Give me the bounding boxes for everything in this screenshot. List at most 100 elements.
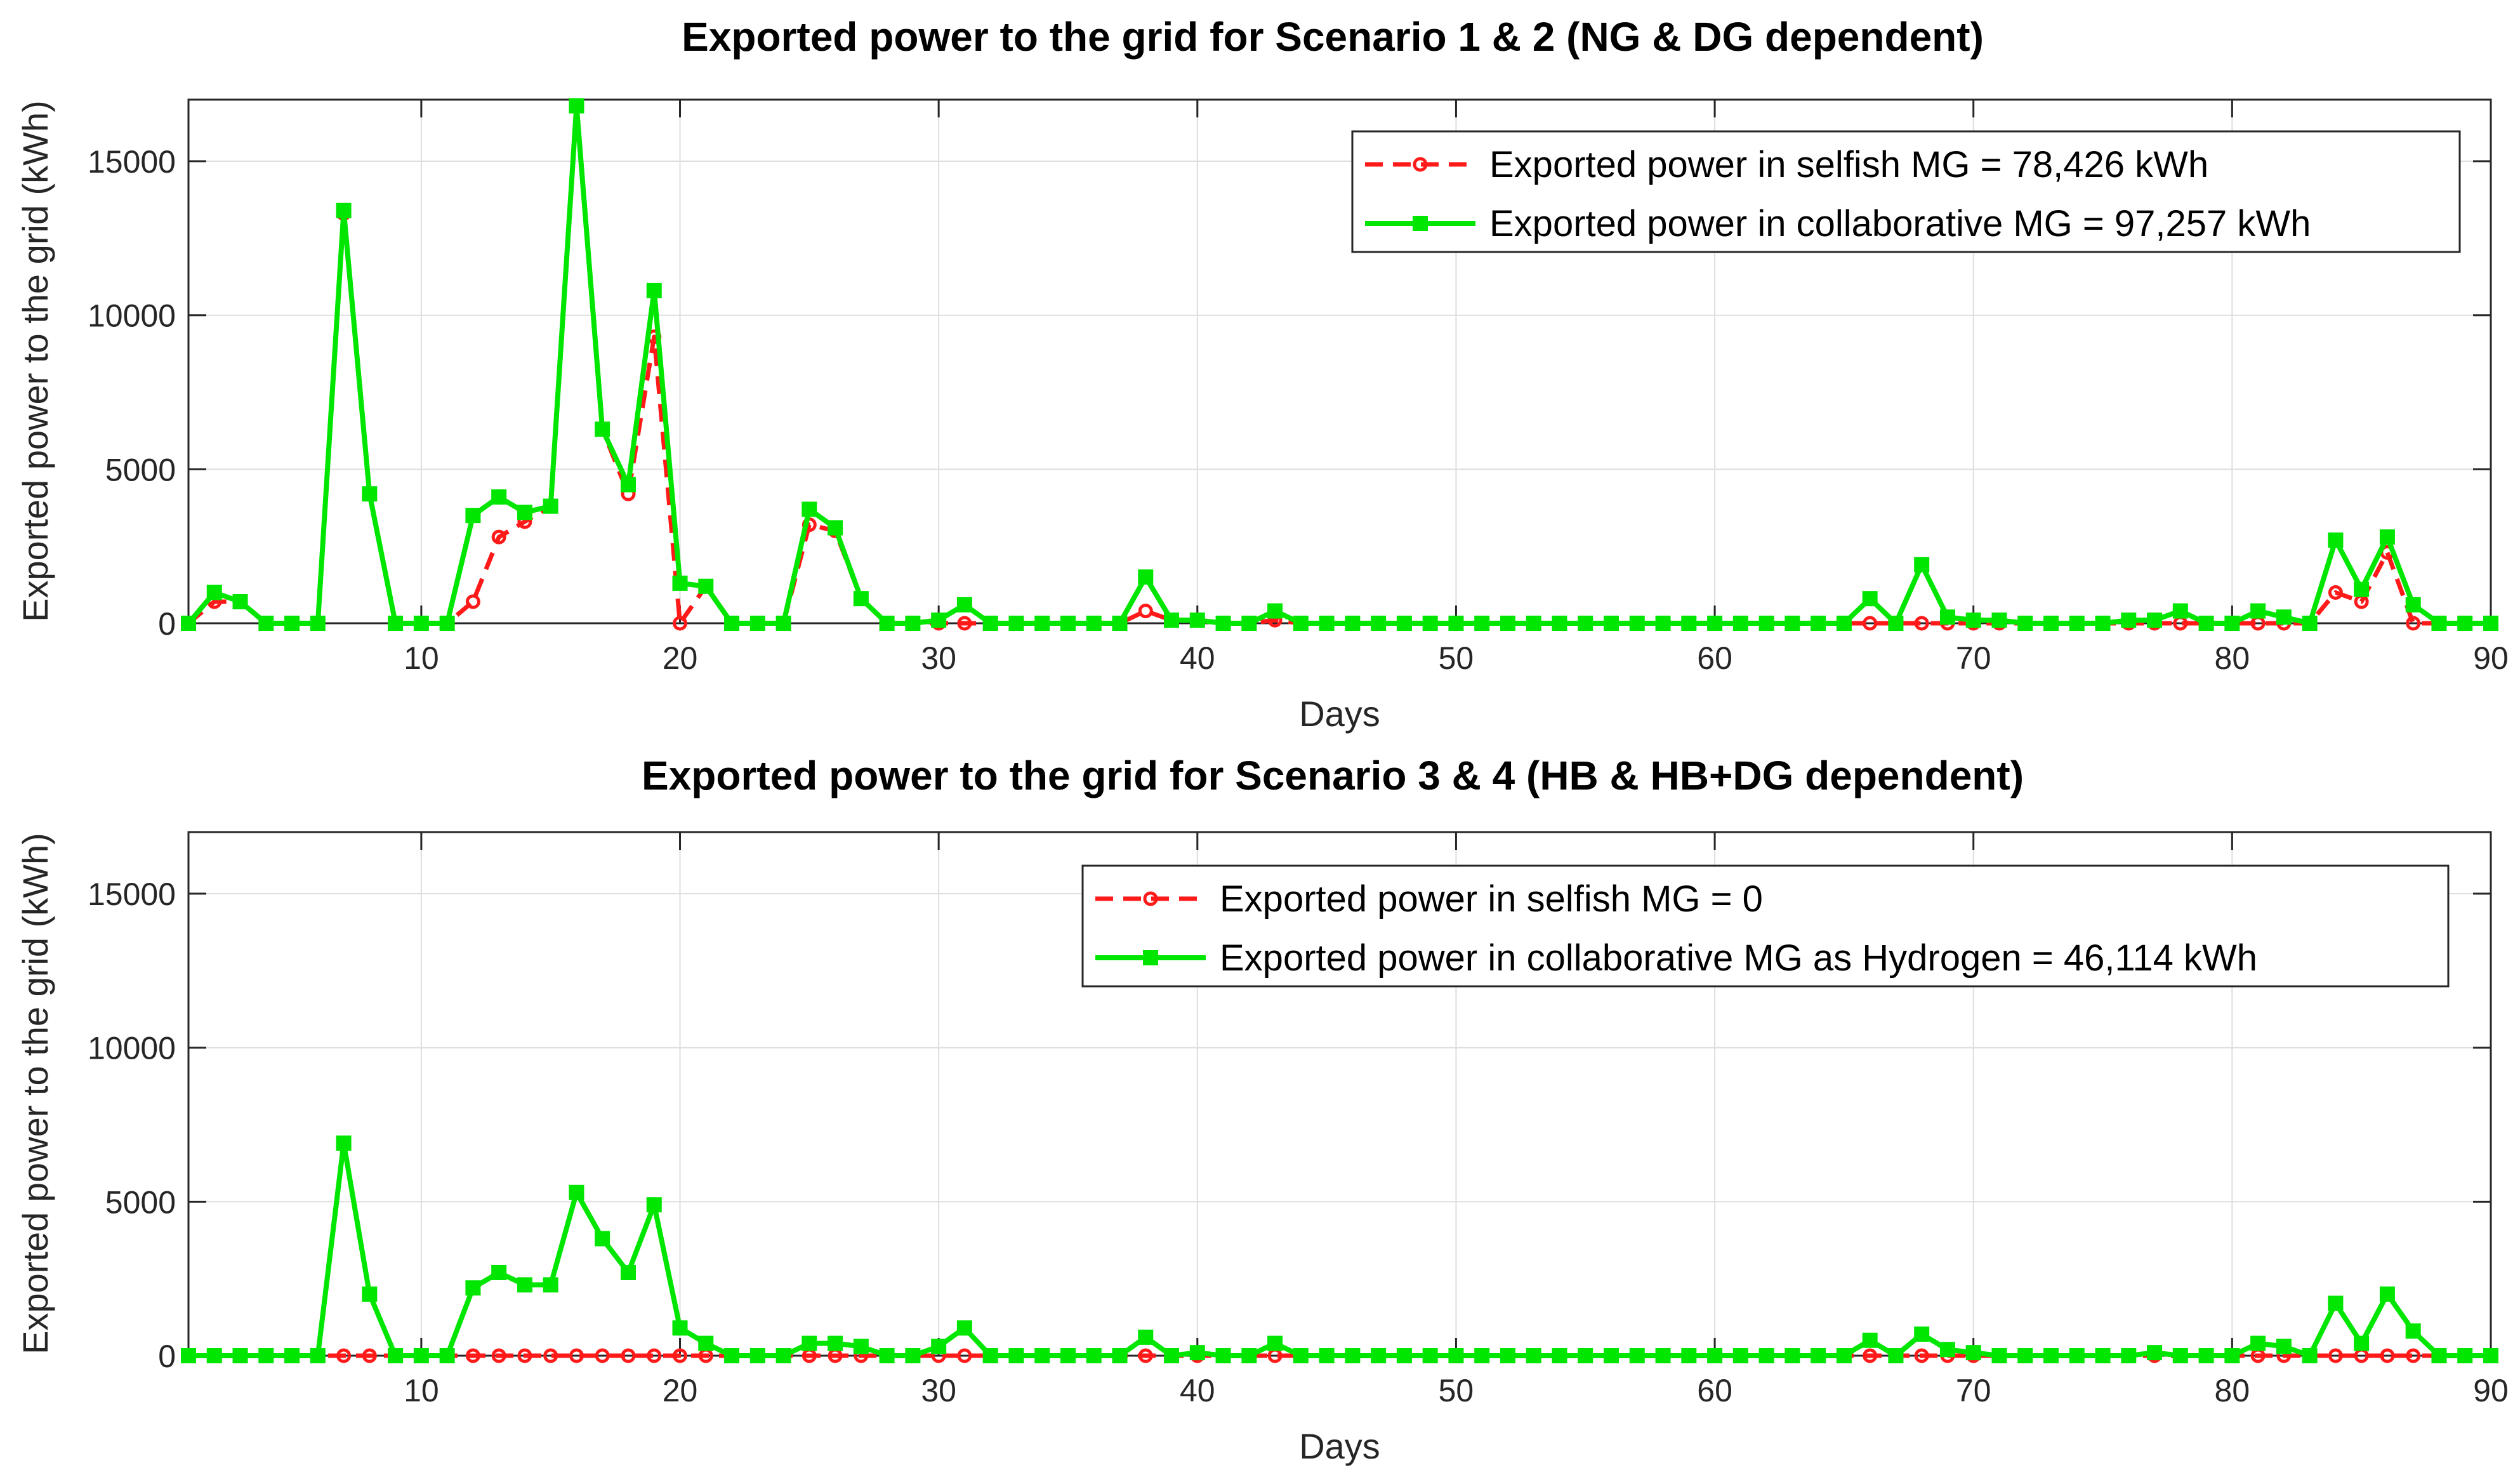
chart-bottom-series-1-point [879, 1348, 895, 1363]
chart-bottom-series-1-point [2328, 1295, 2344, 1311]
chart-top-series-1-point [1345, 616, 1361, 631]
chart-top-series-1-point [1164, 612, 1180, 628]
chart-top-ticks: 10 20 30 40 50 60 70 80 90 0 5000 10000 15000 [88, 100, 2509, 676]
chart-top-series-1-point [1371, 616, 1387, 631]
chart-top-series-0-point [465, 594, 480, 609]
chart-top-series-1-point [1448, 616, 1464, 631]
chart-top-series-1-point [931, 612, 947, 628]
chart-top-series-1-point [672, 575, 688, 591]
chart-top-series-1-point [2069, 616, 2085, 631]
chart-bottom-series-1-point [413, 1348, 429, 1363]
chart-top-legend-entry-collaborative: Exported power in collaborative MG = 97,… [1365, 203, 2311, 244]
chart-bottom-series-1-point [1241, 1348, 1257, 1363]
chart-top-series-1-point [646, 282, 662, 298]
chart-top-x-tick-label: 10 [404, 640, 439, 676]
chart-bottom-series-1-point [1578, 1348, 1593, 1363]
chart-top-series-1-point [206, 585, 222, 600]
chart-bottom-series-1-point [775, 1348, 791, 1363]
chart-bottom-series-1-point [1060, 1348, 1076, 1363]
chart-bottom-legend-entry-selfish: Exported power in selfish MG = 0 [1095, 878, 1763, 920]
chart-top-series-1-point [232, 594, 248, 610]
chart-top-series-1-point [1112, 616, 1128, 631]
chart-bottom-series-1-point [2172, 1348, 2188, 1363]
chart-top-series-1-point [1267, 603, 1283, 619]
chart-bottom-x-tick-label: 20 [663, 1373, 698, 1408]
chart-bottom-series-1-point [1448, 1348, 1464, 1363]
chart-top-series-1-point [879, 616, 895, 631]
chart-top-series-1-point [1991, 612, 2007, 628]
chart-bottom-series-1-point [905, 1348, 921, 1363]
chart-top-series-1-point [336, 202, 352, 218]
chart-bottom-series-1-point [1474, 1348, 1490, 1363]
chart-bottom-series-1-point [1267, 1335, 1283, 1351]
chart-bottom-series-0-point [673, 1348, 688, 1363]
chart-bottom-series-1-point [931, 1339, 947, 1354]
chart-top-series-1-point [388, 616, 404, 631]
chart-bottom-series-1-point [2405, 1323, 2421, 1339]
chart-top-series-1-point [517, 505, 532, 520]
chart-bottom-series-0-point [621, 1348, 636, 1363]
chart-bottom-series-1-point [749, 1348, 765, 1363]
chart-top-series-1-point [2095, 616, 2111, 631]
chart-bottom-series-1-point [1422, 1348, 1438, 1363]
chart-bottom-x-tick-label: 50 [1439, 1373, 1474, 1408]
chart-top-series-0-point [1138, 604, 1153, 619]
chart-top-series-1-point [1396, 616, 1412, 631]
chart-top-series-1-point [1784, 616, 1800, 631]
chart-top-series-1-point [181, 616, 196, 631]
chart-top-legend-box [1351, 130, 2461, 253]
chart-bottom-series-1-point [1888, 1348, 1904, 1363]
chart-top-series-1-point [310, 616, 326, 631]
chart-bottom-series-1-point [439, 1348, 455, 1363]
chart-bottom-series-1-point [2095, 1348, 2111, 1363]
chart-bottom-series-1-point [1345, 1348, 1361, 1363]
chart-top-series-1-point [2405, 597, 2421, 612]
chart-bottom-y-tick-label: 0 [158, 1339, 176, 1374]
chart-top-series-1-point [620, 477, 636, 493]
chart-bottom-series-1-point [2457, 1348, 2473, 1363]
chart-bottom-series-0-point [647, 1348, 662, 1363]
chart-top-legend-entry-selfish: Exported power in selfish MG = 78,426 kW… [1365, 144, 2208, 185]
chart-top-series-1-point [362, 486, 378, 502]
chart-top-series-1-point [724, 616, 740, 631]
chart-bottom-series-0-point [957, 1348, 972, 1363]
chart-bottom-x-tick-label: 60 [1697, 1373, 1732, 1408]
chart-bottom-series-1-point [982, 1348, 998, 1363]
chart-top-series-1-point [1526, 616, 1541, 631]
chart-top-x-tick-label: 50 [1439, 640, 1474, 676]
chart-bottom-x-tick-label: 30 [921, 1373, 956, 1408]
chart-bottom-series-1-point [853, 1339, 869, 1354]
chart-top-series-1-point [698, 578, 714, 594]
chart-bottom-series-1-point [828, 1335, 843, 1351]
chart-bottom-series-1-point [1991, 1348, 2007, 1363]
chart-top-series-1-point [2431, 616, 2447, 631]
chart-top-series-1-point [2172, 603, 2188, 619]
chart-bottom-x-tick-label: 10 [404, 1373, 439, 1408]
chart-bottom-series-1-point [2147, 1345, 2163, 1361]
chart-top-legend-label-selfish: Exported power in selfish MG = 78,426 kW… [1489, 144, 2208, 185]
chart-top-series-1-point [1422, 616, 1438, 631]
chart-top-series-0-point [673, 616, 688, 631]
chart-bottom-series-0-point [465, 1348, 480, 1363]
chart-top-series-1-point [465, 508, 481, 524]
chart-top-x-tick-label: 80 [2215, 640, 2250, 676]
chart-bottom-series-1-point [1500, 1348, 1515, 1363]
chart-top-series-1-point [1578, 616, 1593, 631]
chart-top-series-1-point [2147, 612, 2163, 628]
chart-top-series-1-point [2017, 616, 2033, 631]
chart-bottom-y-tick-label: 10000 [88, 1031, 176, 1066]
chart-top-series-1-point [1086, 616, 1102, 631]
chart-top-series-1-point [1552, 616, 1567, 631]
chart-bottom-series-0-point [1138, 1348, 1153, 1363]
chart-top-series-1-point [1862, 591, 1878, 607]
chart-top-series-1-point [1604, 616, 1620, 631]
chart-bottom-y-tick-label: 5000 [105, 1184, 176, 1220]
chart-bottom-series-1-point [956, 1320, 972, 1336]
chart-top-title: Exported power to the grid for Scenario … [682, 14, 1984, 60]
chart-top-series-1-point [2302, 616, 2318, 631]
chart-bottom-series-1-point [284, 1348, 300, 1363]
chart-top-series-1-point [1732, 616, 1748, 631]
chart-top-series-1-point [2457, 616, 2473, 631]
chart-top-x-tick-label: 70 [1956, 640, 1991, 676]
chart-top-series-1-point [1655, 616, 1671, 631]
